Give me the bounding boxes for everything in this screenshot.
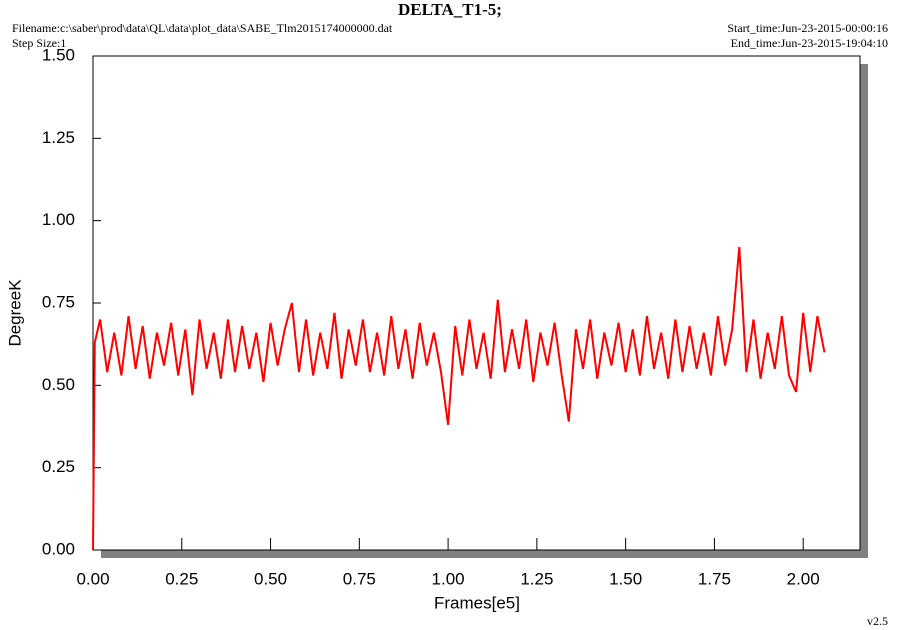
data-line: [92, 246, 826, 551]
y-tick-label: 1.25: [42, 128, 75, 147]
y-axis-label: DegreeK: [5, 279, 24, 347]
x-tick-label: 1.50: [609, 569, 642, 588]
end-time: End_time:Jun-23-2015-19:04:10: [731, 36, 888, 50]
step-size: Step Size:1: [12, 36, 66, 50]
x-axis-label: Frames[e5]: [434, 593, 520, 612]
filename: Filename:c:\saber\prod\data\QL\data\plot…: [12, 21, 393, 35]
x-tick-label: 0.25: [165, 569, 198, 588]
y-tick-label: 1.50: [42, 45, 75, 64]
version: v2.5: [867, 614, 888, 628]
x-tick-label: 1.25: [520, 569, 553, 588]
y-tick-label: 0.75: [42, 292, 75, 311]
x-tick-label: 0.50: [254, 569, 287, 588]
chart-title: DELTA_T1-5;: [398, 0, 502, 19]
y-tick-label: 0.00: [42, 539, 75, 558]
y-tick-label: 0.25: [42, 457, 75, 476]
start-time: Start_time:Jun-23-2015-00:00:16: [727, 21, 888, 35]
x-tick-label: 2.00: [787, 569, 820, 588]
y-tick-label: 1.00: [42, 210, 75, 229]
x-tick-label: 0.00: [76, 569, 109, 588]
x-tick-label: 0.75: [343, 569, 376, 588]
x-tick-label: 1.00: [432, 569, 465, 588]
plot-area: [92, 55, 861, 551]
y-tick-label: 0.50: [42, 375, 75, 394]
x-tick-label: 1.75: [698, 569, 731, 588]
